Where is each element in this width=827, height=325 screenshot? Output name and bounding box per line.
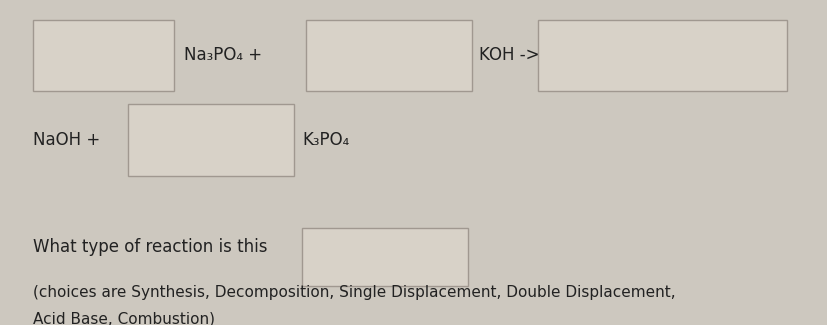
- FancyBboxPatch shape: [128, 104, 294, 176]
- Text: Na₃PO₄ +: Na₃PO₄ +: [184, 46, 261, 64]
- FancyBboxPatch shape: [306, 20, 471, 91]
- FancyBboxPatch shape: [302, 227, 467, 286]
- Text: KOH ->: KOH ->: [478, 46, 538, 64]
- Text: (choices are Synthesis, Decomposition, Single Displacement, Double Displacement,: (choices are Synthesis, Decomposition, S…: [33, 285, 675, 300]
- FancyBboxPatch shape: [538, 20, 786, 91]
- Text: K₃PO₄: K₃PO₄: [302, 131, 349, 149]
- Text: Acid Base, Combustion): Acid Base, Combustion): [33, 311, 215, 325]
- Text: What type of reaction is this: What type of reaction is this: [33, 238, 267, 256]
- FancyBboxPatch shape: [33, 20, 174, 91]
- Text: NaOH +: NaOH +: [33, 131, 100, 149]
